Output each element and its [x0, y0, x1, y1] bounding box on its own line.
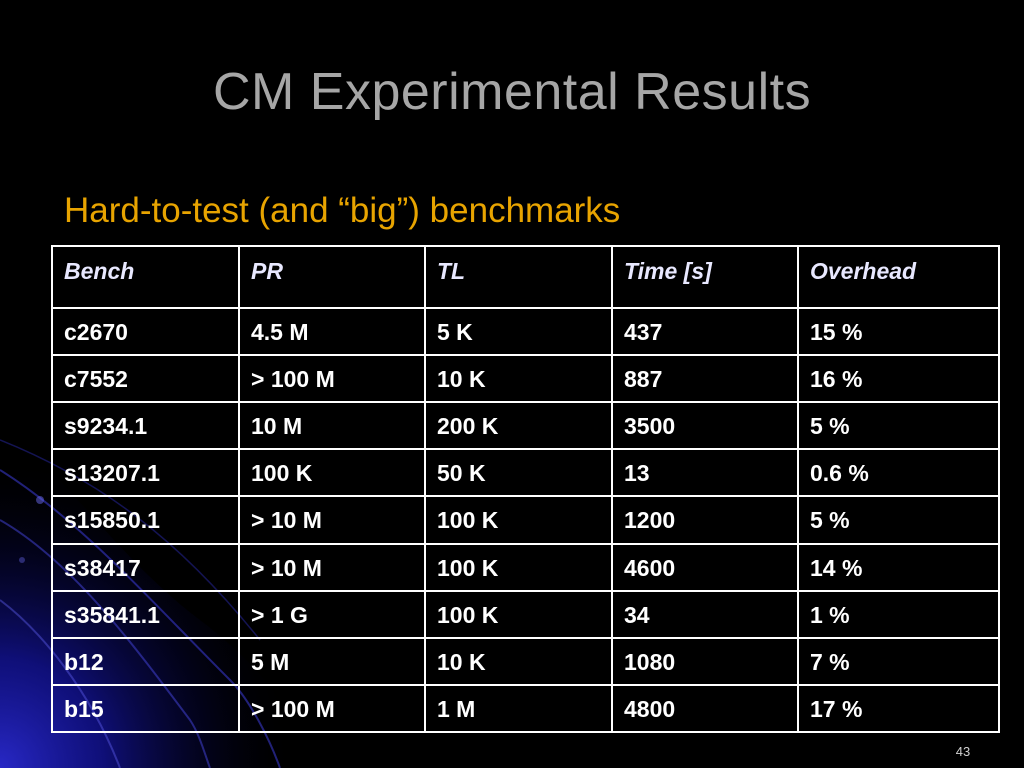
- cell-tl: 10 K: [424, 636, 613, 686]
- cell-overhead: 5 %: [797, 401, 1000, 451]
- cell-time: 887: [611, 354, 799, 404]
- cell-tl: 10 K: [424, 354, 613, 404]
- cell-overhead: 7 %: [797, 636, 1000, 686]
- cell-bench: s35841.1: [51, 589, 240, 639]
- cell-bench: s13207.1: [51, 448, 240, 498]
- slide-subtitle: Hard-to-test (and “big”) benchmarks: [64, 191, 621, 230]
- header-tl: TL: [424, 245, 613, 309]
- cell-bench: c2670: [51, 306, 240, 357]
- cell-time: 437: [611, 306, 799, 357]
- cell-tl: 100 K: [424, 589, 613, 639]
- cell-bench: s9234.1: [51, 401, 240, 451]
- cell-tl: 5 K: [424, 306, 613, 357]
- slide-number: 43: [955, 744, 971, 759]
- table-row: c7552 > 100 M 10 K 887 16 %: [51, 354, 1000, 404]
- cell-bench: b12: [51, 636, 240, 686]
- cell-tl: 100 K: [424, 495, 613, 545]
- cell-overhead: 5 %: [797, 495, 1000, 545]
- cell-time: 1080: [611, 636, 799, 686]
- cell-overhead: 17 %: [797, 683, 1000, 734]
- cell-bench: s15850.1: [51, 495, 240, 545]
- table-row: s9234.1 10 M 200 K 3500 5 %: [51, 401, 1000, 451]
- table-row: s15850.1 > 10 M 100 K 1200 5 %: [51, 495, 1000, 545]
- cell-time: 13: [611, 448, 799, 498]
- table-row: s38417 > 10 M 100 K 4600 14 %: [51, 542, 1000, 592]
- cell-time: 1200: [611, 495, 799, 545]
- table-row: s13207.1 100 K 50 K 13 0.6 %: [51, 448, 1000, 498]
- header-row: Bench PR TL Time [s] Overhead: [51, 245, 1000, 309]
- cell-bench: c7552: [51, 354, 240, 404]
- cell-pr: 100 K: [238, 448, 426, 498]
- cell-overhead: 1 %: [797, 589, 1000, 639]
- cell-pr: 5 M: [238, 636, 426, 686]
- cell-pr: > 10 M: [238, 542, 426, 592]
- cell-time: 34: [611, 589, 799, 639]
- cell-pr: > 1 G: [238, 589, 426, 639]
- cell-tl: 200 K: [424, 401, 613, 451]
- cell-bench: s38417: [51, 542, 240, 592]
- cell-overhead: 16 %: [797, 354, 1000, 404]
- cell-pr: > 100 M: [238, 354, 426, 404]
- cell-overhead: 15 %: [797, 306, 1000, 357]
- cell-pr: 4.5 M: [238, 306, 426, 357]
- cell-overhead: 14 %: [797, 542, 1000, 592]
- header-pr: PR: [238, 245, 426, 309]
- table-row: s35841.1 > 1 G 100 K 34 1 %: [51, 589, 1000, 639]
- header-overhead: Overhead: [797, 245, 1000, 309]
- table-row: c2670 4.5 M 5 K 437 15 %: [51, 306, 1000, 357]
- cell-pr: 10 M: [238, 401, 426, 451]
- cell-tl: 1 M: [424, 683, 613, 734]
- cell-bench: b15: [51, 683, 240, 734]
- table-row: b12 5 M 10 K 1080 7 %: [51, 636, 1000, 686]
- header-time: Time [s]: [611, 245, 799, 309]
- cell-time: 4800: [611, 683, 799, 734]
- cell-pr: > 10 M: [238, 495, 426, 545]
- slide-title: CM Experimental Results: [212, 63, 812, 121]
- header-bench: Bench: [51, 245, 240, 309]
- cell-tl: 50 K: [424, 448, 613, 498]
- cell-pr: > 100 M: [238, 683, 426, 734]
- cell-overhead: 0.6 %: [797, 448, 1000, 498]
- table-body: c2670 4.5 M 5 K 437 15 % c7552 > 100 M 1…: [51, 306, 1000, 734]
- results-table: Bench PR TL Time [s] Overhead c2670 4.5 …: [51, 245, 1000, 734]
- cell-time: 4600: [611, 542, 799, 592]
- table-header: Bench PR TL Time [s] Overhead: [51, 245, 1000, 309]
- table-row: b15 > 100 M 1 M 4800 17 %: [51, 683, 1000, 734]
- cell-tl: 100 K: [424, 542, 613, 592]
- cell-time: 3500: [611, 401, 799, 451]
